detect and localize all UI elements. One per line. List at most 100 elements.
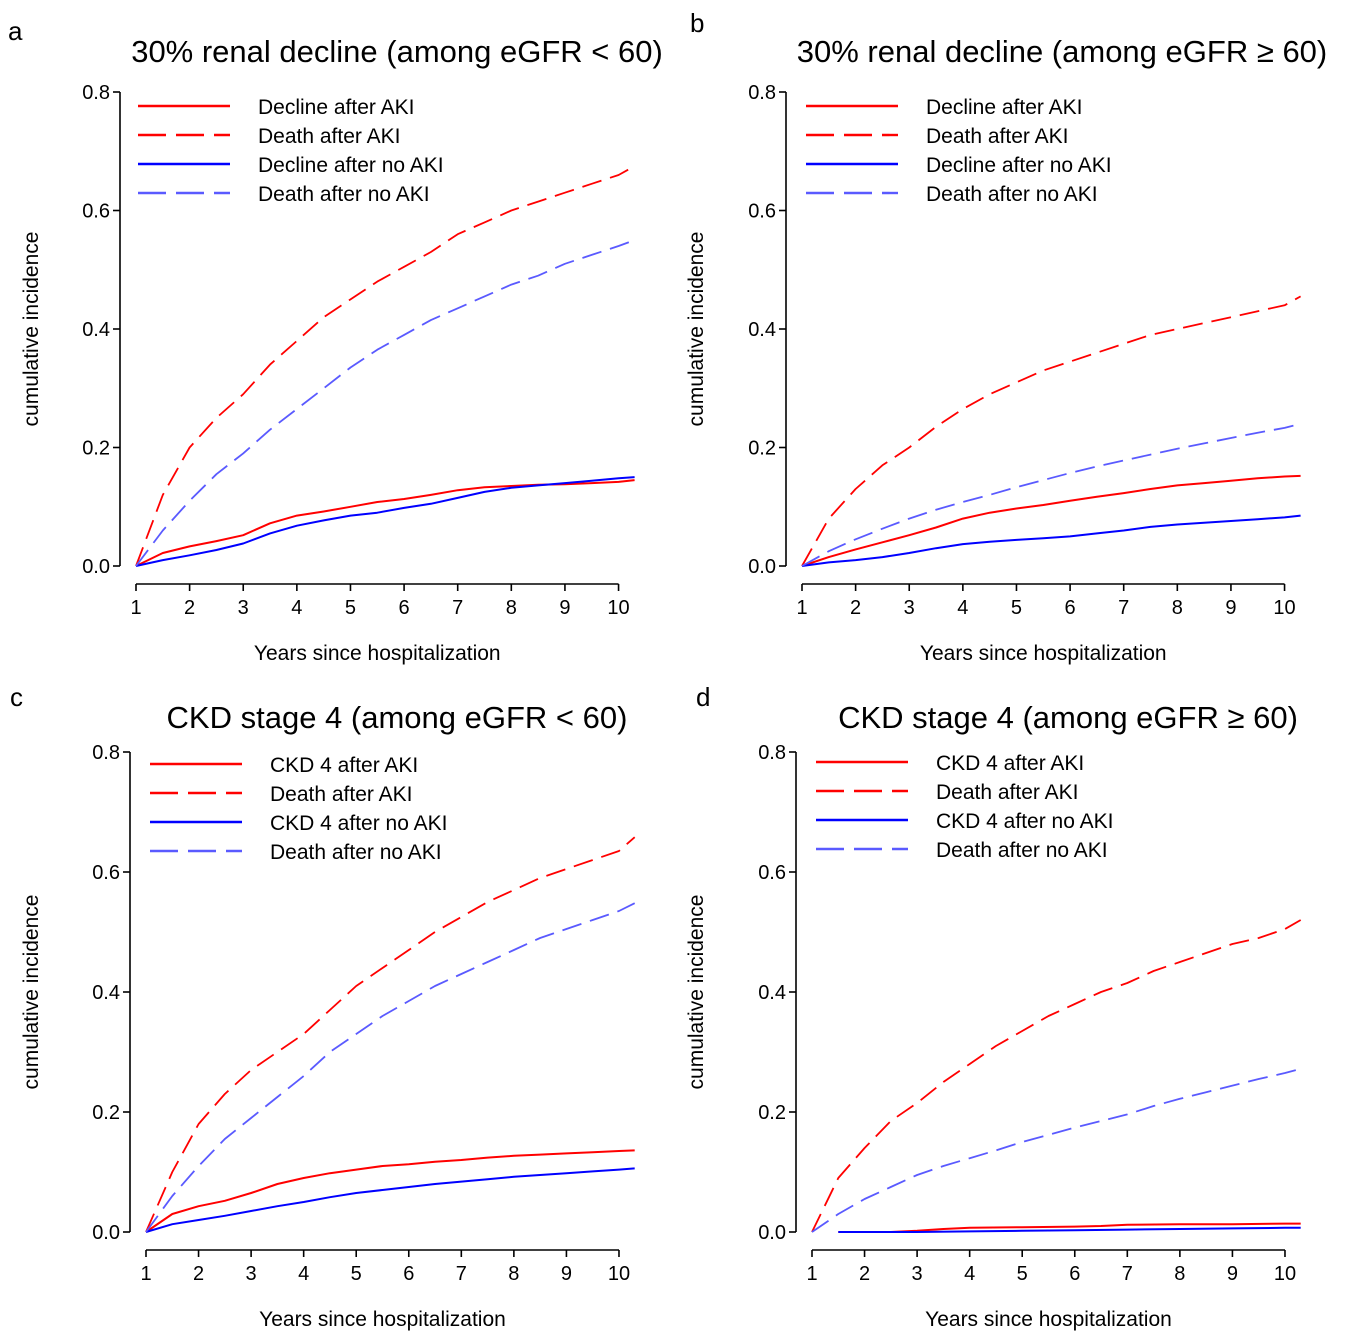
- series-line-1: [801, 474, 1301, 567]
- y-tick-label: 0.4: [92, 982, 120, 1004]
- panel-a: a 30% renal decline (among eGFR < 60) 0.…: [8, 16, 663, 665]
- panel-c: c CKD stage 4 (among eGFR < 60) 0.0 0.2 0.…: [10, 682, 636, 1331]
- legend-label: Death after no AKI: [270, 841, 442, 864]
- series-line-1: [135, 479, 635, 567]
- x-tick-label: 4: [964, 1263, 975, 1285]
- x-tick-label: 5: [345, 597, 356, 619]
- y-tick-label: 0.8: [92, 742, 120, 764]
- x-tick-label: 7: [1118, 597, 1129, 619]
- x-tick-label: 1: [140, 1263, 151, 1285]
- x-axis-label: Years since hospitalization: [259, 1308, 506, 1331]
- x-tick-label: 8: [508, 1263, 519, 1285]
- y-tick-label: 0.0: [92, 1222, 120, 1244]
- y-axis-label: cumulative incidence: [685, 232, 708, 427]
- x-tick-label: 3: [904, 597, 915, 619]
- panel-letter-d: d: [696, 682, 710, 712]
- series-line-2: [135, 165, 636, 567]
- x-tick-label: 3: [912, 1263, 923, 1285]
- x-tick-label: 3: [246, 1263, 257, 1285]
- y-tick-label: 0.0: [748, 556, 776, 578]
- y-axis-label: cumulative incidence: [20, 895, 43, 1090]
- x-axis-label: Years since hospitalization: [254, 642, 501, 665]
- x-tick-label: 5: [1017, 1263, 1028, 1285]
- series-line-1: [145, 1149, 635, 1233]
- series-line-2: [801, 295, 1302, 567]
- x-tick-label: 9: [561, 1263, 572, 1285]
- chart-title-c: CKD stage 4 (among eGFR < 60): [167, 700, 628, 735]
- x-tick-label: 3: [238, 597, 249, 619]
- legend-label: Death after AKI: [258, 125, 400, 148]
- x-tick-label: 6: [399, 597, 410, 619]
- panel-letter-b: b: [690, 8, 704, 38]
- y-tick-label: 0.8: [758, 742, 786, 764]
- x-tick-label: 4: [957, 597, 968, 619]
- x-axis-label: Years since hospitalization: [925, 1308, 1172, 1331]
- y-tick-label: 0.6: [758, 862, 786, 884]
- series-line-4: [145, 902, 636, 1233]
- chart-title-a: 30% renal decline (among eGFR < 60): [131, 34, 663, 69]
- y-tick-label: 0.4: [758, 982, 786, 1004]
- legend-label: Decline after AKI: [258, 96, 414, 119]
- y-tick-label: 0.6: [82, 201, 110, 223]
- x-tick-label: 2: [850, 597, 861, 619]
- x-tick-label: 6: [1069, 1263, 1080, 1285]
- legend-label: Death after no AKI: [926, 183, 1098, 206]
- y-tick-label: 0.0: [758, 1222, 786, 1244]
- chart-title-d: CKD stage 4 (among eGFR ≥ 60): [838, 700, 1298, 735]
- series-line-4: [811, 1067, 1301, 1233]
- x-tick-label: 6: [1065, 597, 1076, 619]
- x-tick-label: 1: [796, 597, 807, 619]
- legend-label: Death after AKI: [926, 125, 1068, 148]
- x-tick-label: 7: [456, 1263, 467, 1285]
- series-line-2: [811, 919, 1302, 1233]
- y-tick-label: 0.8: [82, 82, 110, 104]
- y-tick-label: 0.2: [92, 1102, 120, 1124]
- legend-label: CKD 4 after AKI: [270, 754, 418, 777]
- series-line-4: [801, 422, 1301, 567]
- legend-label: Death after AKI: [270, 783, 412, 806]
- x-tick-label: 5: [1011, 597, 1022, 619]
- x-tick-label: 10: [1274, 1263, 1296, 1285]
- y-axis-label: cumulative incidence: [20, 232, 43, 427]
- x-tick-label: 7: [452, 597, 463, 619]
- y-tick-label: 0.2: [758, 1102, 786, 1124]
- x-tick-label: 6: [403, 1263, 414, 1285]
- x-tick-label: 9: [1225, 597, 1236, 619]
- legend-label: Decline after no AKI: [926, 154, 1112, 177]
- legend-label: Death after AKI: [936, 781, 1078, 804]
- legend-label: CKD 4 after AKI: [936, 752, 1084, 775]
- x-tick-label: 4: [291, 597, 302, 619]
- y-tick-label: 0.8: [748, 82, 776, 104]
- y-tick-label: 0.4: [82, 319, 110, 341]
- legend-label: Death after no AKI: [258, 183, 430, 206]
- series-line-2: [145, 836, 636, 1233]
- y-tick-label: 0.0: [82, 556, 110, 578]
- x-tick-label: 4: [298, 1263, 309, 1285]
- panel-b: b 30% renal decline (among eGFR ≥ 60) 0.…: [685, 8, 1327, 665]
- x-tick-label: 1: [130, 597, 141, 619]
- y-tick-label: 0.2: [82, 438, 110, 460]
- x-tick-label: 1: [806, 1263, 817, 1285]
- series-line-3: [135, 476, 635, 567]
- series-line-3: [801, 514, 1301, 567]
- series-line-3: [145, 1167, 635, 1233]
- x-tick-label: 9: [1227, 1263, 1238, 1285]
- x-tick-label: 2: [184, 597, 195, 619]
- x-tick-label: 8: [506, 597, 517, 619]
- x-axis-label: Years since hospitalization: [920, 642, 1167, 665]
- legend-label: Decline after no AKI: [258, 154, 444, 177]
- panel-letter-c: c: [10, 682, 23, 712]
- x-tick-label: 10: [607, 597, 629, 619]
- y-tick-label: 0.6: [748, 201, 776, 223]
- legend-label: CKD 4 after no AKI: [270, 812, 447, 835]
- panel-letter-a: a: [8, 16, 23, 46]
- x-tick-label: 8: [1174, 1263, 1185, 1285]
- series-line-3: [838, 1226, 1301, 1233]
- legend-label: Decline after AKI: [926, 96, 1082, 119]
- chart-title-b: 30% renal decline (among eGFR ≥ 60): [797, 34, 1328, 69]
- series-line-4: [135, 239, 635, 567]
- x-tick-label: 9: [559, 597, 570, 619]
- y-tick-label: 0.2: [748, 438, 776, 460]
- x-tick-label: 10: [608, 1263, 630, 1285]
